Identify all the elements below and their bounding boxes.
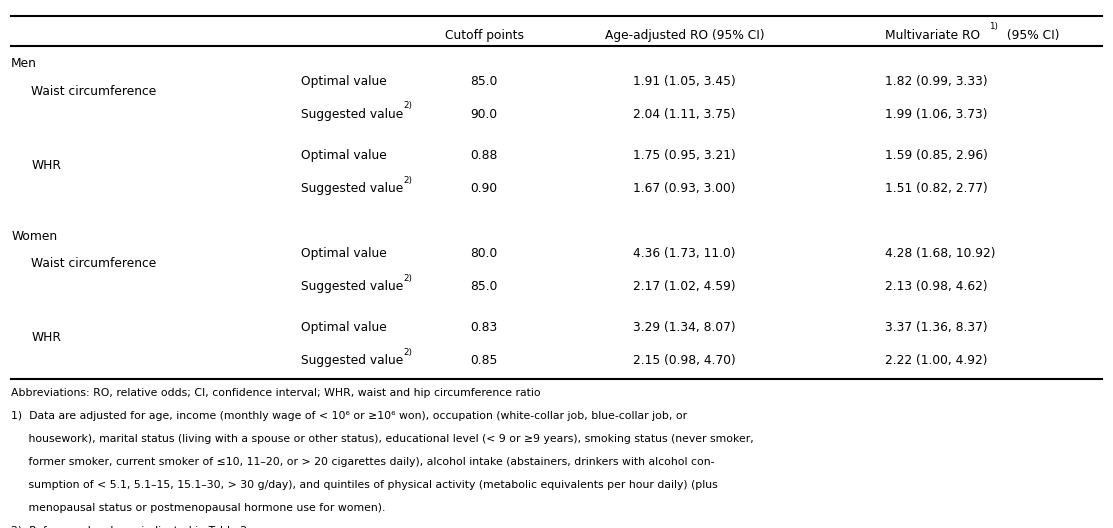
Text: 80.0: 80.0	[471, 247, 498, 260]
Text: (95% CI): (95% CI)	[1003, 29, 1060, 42]
Text: 1.75 (0.95, 3.21): 1.75 (0.95, 3.21)	[633, 149, 736, 162]
Text: 2): 2)	[403, 274, 412, 282]
Text: 4.28 (1.68, 10.92): 4.28 (1.68, 10.92)	[885, 247, 995, 260]
Text: former smoker, current smoker of ≤10, 11–20, or > 20 cigarettes daily), alcohol : former smoker, current smoker of ≤10, 11…	[11, 457, 715, 467]
Text: Optimal value: Optimal value	[301, 247, 386, 260]
Text: 1.59 (0.85, 2.96): 1.59 (0.85, 2.96)	[885, 149, 987, 162]
Text: 1)  Data are adjusted for age, income (monthly wage of < 10⁶ or ≥10⁶ won), occup: 1) Data are adjusted for age, income (mo…	[11, 411, 687, 421]
Text: 4.36 (1.73, 11.0): 4.36 (1.73, 11.0)	[633, 247, 736, 260]
Text: Suggested value: Suggested value	[301, 182, 403, 195]
Text: 2): 2)	[403, 175, 412, 184]
Text: 1.51 (0.82, 2.77): 1.51 (0.82, 2.77)	[885, 182, 987, 195]
Text: 2.04 (1.11, 3.75): 2.04 (1.11, 3.75)	[633, 108, 736, 121]
Text: WHR: WHR	[31, 331, 61, 344]
Text: Suggested value: Suggested value	[301, 354, 403, 367]
Text: 3.37 (1.36, 8.37): 3.37 (1.36, 8.37)	[885, 321, 987, 334]
Text: 3.29 (1.34, 8.07): 3.29 (1.34, 8.07)	[633, 321, 736, 334]
Text: Waist circumference: Waist circumference	[31, 257, 157, 270]
Text: 2.13 (0.98, 4.62): 2.13 (0.98, 4.62)	[885, 280, 987, 293]
Text: Cutoff points: Cutoff points	[445, 29, 523, 42]
Text: 0.88: 0.88	[471, 149, 498, 162]
Text: sumption of < 5.1, 5.1–15, 15.1–30, > 30 g/day), and quintiles of physical activ: sumption of < 5.1, 5.1–15, 15.1–30, > 30…	[11, 480, 718, 490]
Text: Suggested value: Suggested value	[301, 280, 403, 293]
Text: Abbreviations: RO, relative odds; CI, confidence interval; WHR, waist and hip ci: Abbreviations: RO, relative odds; CI, co…	[11, 388, 541, 398]
Text: 2)  Reference has been indicated in Table 2: 2) Reference has been indicated in Table…	[11, 525, 247, 528]
Text: Optimal value: Optimal value	[301, 149, 386, 162]
Text: 2.22 (1.00, 4.92): 2.22 (1.00, 4.92)	[885, 354, 987, 367]
Text: 0.83: 0.83	[471, 321, 498, 334]
Text: 85.0: 85.0	[471, 74, 498, 88]
Text: 1.99 (1.06, 3.73): 1.99 (1.06, 3.73)	[885, 108, 987, 121]
Text: Age-adjusted RO (95% CI): Age-adjusted RO (95% CI)	[604, 29, 765, 42]
Text: housework), marital status (living with a spouse or other status), educational l: housework), marital status (living with …	[11, 434, 754, 444]
Text: WHR: WHR	[31, 159, 61, 172]
Text: Waist circumference: Waist circumference	[31, 84, 157, 98]
Text: 85.0: 85.0	[471, 280, 498, 293]
Text: 2): 2)	[403, 101, 412, 110]
Text: Multivariate RO: Multivariate RO	[885, 29, 979, 42]
Text: 0.85: 0.85	[471, 354, 498, 367]
Text: menopausal status or postmenopausal hormone use for women).: menopausal status or postmenopausal horm…	[11, 503, 385, 513]
Text: Optimal value: Optimal value	[301, 74, 386, 88]
Text: Women: Women	[11, 230, 57, 242]
Text: 90.0: 90.0	[471, 108, 498, 121]
Text: Suggested value: Suggested value	[301, 108, 403, 121]
Text: 1): 1)	[989, 22, 998, 31]
Text: 1.91 (1.05, 3.45): 1.91 (1.05, 3.45)	[633, 74, 736, 88]
Text: 2.17 (1.02, 4.59): 2.17 (1.02, 4.59)	[633, 280, 736, 293]
Text: 2.15 (0.98, 4.70): 2.15 (0.98, 4.70)	[633, 354, 736, 367]
Text: 0.90: 0.90	[471, 182, 498, 195]
Text: 1.67 (0.93, 3.00): 1.67 (0.93, 3.00)	[633, 182, 736, 195]
Text: Men: Men	[11, 57, 37, 70]
Text: Optimal value: Optimal value	[301, 321, 386, 334]
Text: 2): 2)	[403, 348, 412, 357]
Text: 1.82 (0.99, 3.33): 1.82 (0.99, 3.33)	[885, 74, 987, 88]
